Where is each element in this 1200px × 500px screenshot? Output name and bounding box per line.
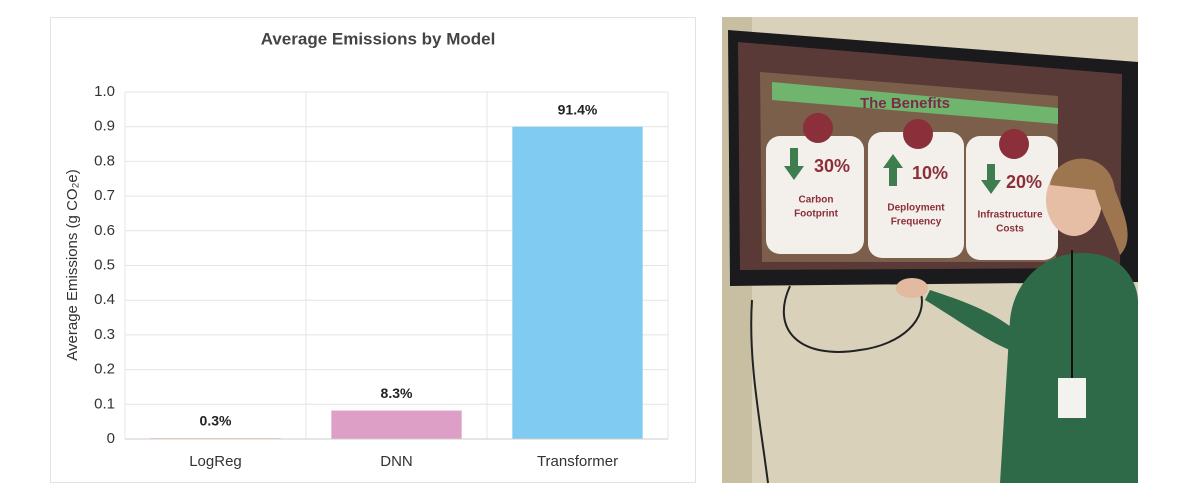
card [868,132,964,258]
icon [999,129,1029,159]
y-tick-label: 0.6 [94,222,115,239]
card-label: Footprint [794,209,839,220]
arrow-down [981,164,1001,194]
card-value: 20% [1006,172,1042,192]
cable [750,299,769,484]
bar [150,437,281,439]
data-label: 8.3% [381,385,413,401]
icon [903,119,933,149]
arrow-up [883,154,903,186]
data-label: 91.4% [558,101,598,117]
data-label: 0.3% [200,413,232,429]
hand [896,278,928,298]
slide-title: The Benefits [860,95,950,112]
slide-banner [772,82,1058,124]
y-tick-label: 0.8 [94,152,115,169]
x-tick-label: Transformer [537,453,618,470]
person-arm [925,290,1015,350]
plot: 0 0.1 0.2 0.3 0.4 0.5 0.6 0.7 0.8 0.9 1.0 LogReg 0.3… [94,83,669,470]
y-tick-label: 0 [107,430,115,447]
card-label: Frequency [891,217,942,228]
card-label: Carbon [799,195,834,206]
card-value: 30% [814,156,850,176]
cable [782,285,923,353]
chart-title: Average Emissions by Model [261,29,496,48]
card-label: Deployment [887,203,945,214]
y-tick-label: 0.9 [94,118,115,135]
hair [1050,158,1128,255]
card-label: Costs [996,224,1024,235]
card-label: Infrastructure [977,210,1042,221]
bar [512,126,643,439]
y-tick-label: 1.0 [94,83,115,100]
y-axis-label: Average Emissions (g CO₂e) [64,169,81,360]
person-body [1000,252,1138,483]
arrow-down [784,148,804,180]
bar [331,410,462,439]
y-tick-label: 0.3 [94,326,115,343]
y-tick-label: 0.2 [94,361,115,378]
y-tick-label: 0.4 [94,291,115,308]
x-tick-label: DNN [380,453,413,470]
badge [1058,378,1086,418]
icon [803,113,833,143]
y-tick-label: 0.1 [94,395,115,412]
y-tick-label: 0.5 [94,256,115,273]
photo: The Benefits 30% 10% 20% Carbon Footprin… [722,17,1138,484]
card-value: 10% [912,163,948,183]
y-tick-label: 0.7 [94,187,115,204]
x-tick-label: LogReg [189,453,242,470]
